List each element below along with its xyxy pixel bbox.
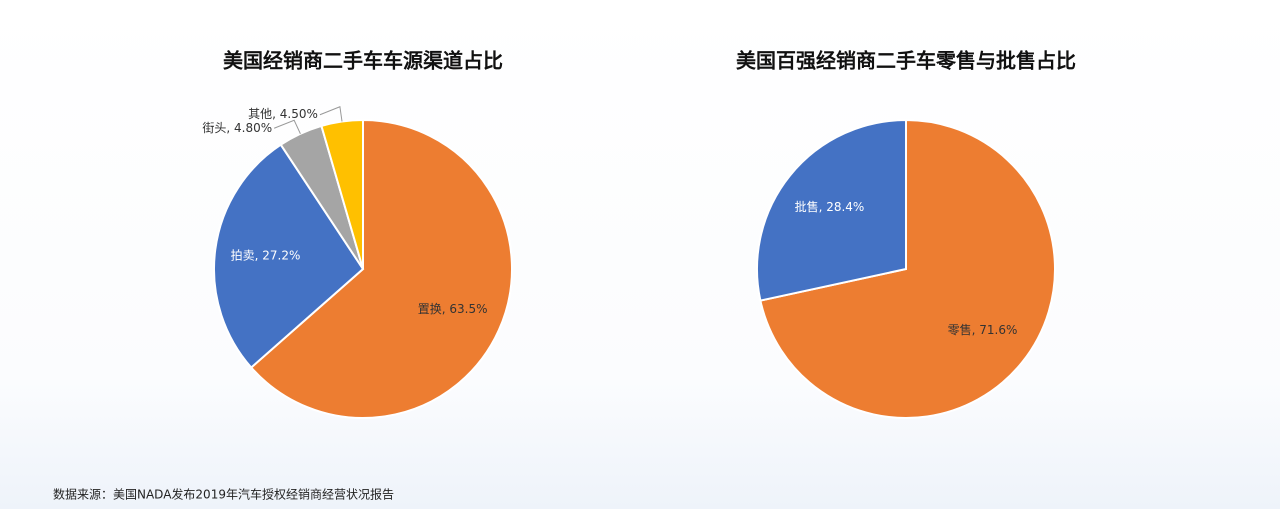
leader-line — [273, 119, 301, 134]
pie-slice — [320, 118, 364, 270]
data-label: 其他, 4.50% — [248, 107, 318, 121]
pie-slice — [249, 118, 513, 419]
data-label: 批售, 28.4% — [795, 199, 865, 214]
chart-title: 美国百强经销商二手车零售与批售占比 — [736, 49, 1076, 73]
leader-line — [319, 106, 343, 122]
data-label: 零售, 71.6% — [948, 322, 1018, 337]
chart-title: 美国经销商二手车车源渠道占比 — [223, 49, 503, 73]
pie-slice — [759, 118, 1056, 419]
data-label: 置换, 63.5% — [418, 302, 488, 316]
pie-slice — [213, 143, 365, 369]
data-label: 街头, 4.80% — [202, 121, 272, 135]
source-note: 数据来源：美国NADA发布2019年汽车授权经销商经营状况报告 — [53, 487, 394, 502]
data-label: 拍卖, 27.2% — [231, 248, 301, 263]
pie-slice — [756, 118, 907, 302]
